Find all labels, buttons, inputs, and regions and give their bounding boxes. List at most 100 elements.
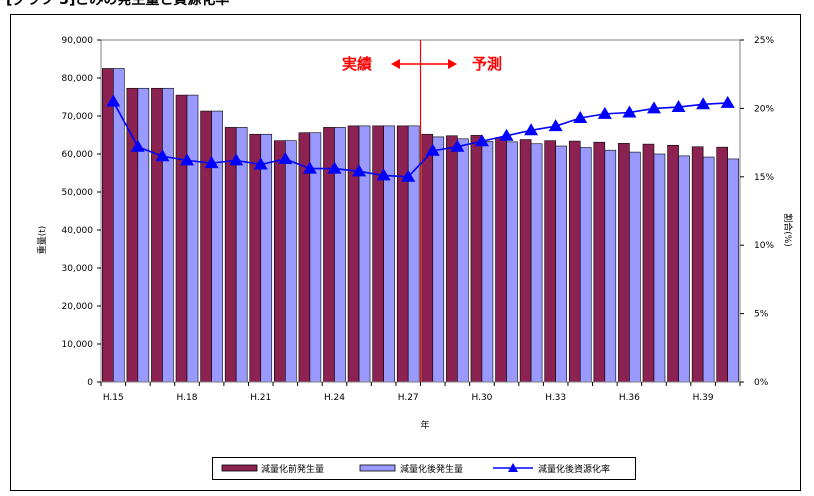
legend-label-after: 減量化後発生量 <box>400 463 463 475</box>
rate-marker-H.26 <box>376 168 391 181</box>
bar-after-H.36 <box>629 151 641 383</box>
bar-before-H.35 <box>593 141 606 383</box>
bar-before-H.20 <box>224 127 237 383</box>
rate-marker-H.33 <box>548 119 563 132</box>
x-tick-label: H.39 <box>693 393 714 403</box>
rate-marker-H.19 <box>204 156 219 169</box>
y-tick-label: 70,000 <box>62 112 94 122</box>
bar-after-H.15 <box>112 68 125 383</box>
rate-marker-H.28 <box>425 143 440 156</box>
x-tick-label: H.30 <box>471 393 492 403</box>
bar-after-H.34 <box>579 147 592 383</box>
legend-label-before: 減量化前発生量 <box>261 463 324 475</box>
bar-after-H.35 <box>604 149 617 383</box>
rate-marker-H.36 <box>622 105 637 118</box>
legend: 減量化前発生量 減量化後発生量 減量化後資源化率 <box>212 457 636 480</box>
bar-before-H.36 <box>618 143 630 383</box>
rate-marker-H.37 <box>646 101 661 114</box>
legend-box <box>212 457 636 480</box>
bar-before-H.15 <box>101 68 114 383</box>
bar-before-H.27 <box>396 125 409 383</box>
rate-marker-H.25 <box>352 164 367 177</box>
bar-after-H.16 <box>137 87 150 383</box>
annotation-arrow <box>391 59 457 69</box>
bar-after-H.40 <box>727 158 740 383</box>
bar-after-H.31 <box>506 141 518 383</box>
bar-before-H.31 <box>495 137 507 383</box>
bar-after-H.22 <box>285 140 297 383</box>
annotation-forecast: 予測 <box>472 55 502 73</box>
bar-before-H.26 <box>372 125 384 383</box>
bar-after-H.30 <box>481 141 494 383</box>
y-tick-label: 0 <box>87 378 93 388</box>
y-tick-label: 20,000 <box>62 302 94 312</box>
bar-before-H.28 <box>421 133 434 383</box>
y-tick-label: 90,000 <box>62 36 94 46</box>
bar-after-H.32 <box>530 143 543 383</box>
bar-after-H.37 <box>653 153 666 383</box>
y2-tick-label: 20% <box>754 104 774 114</box>
bar-before-H.32 <box>519 139 532 383</box>
bar-before-H.33 <box>544 140 556 383</box>
bar-after-H.19 <box>211 110 223 383</box>
bar-before-H.17 <box>151 87 163 383</box>
bar-after-H.29 <box>457 138 469 383</box>
y-tick-label: 50,000 <box>62 188 94 198</box>
x-tick-label: H.15 <box>103 393 124 403</box>
rate-marker-H.32 <box>524 123 539 136</box>
rate-marker-H.23 <box>302 161 317 174</box>
bar-before-H.18 <box>175 94 188 383</box>
x-tick-label: H.36 <box>619 393 640 403</box>
rate-marker-H.18 <box>180 153 195 166</box>
bar-after-H.39 <box>702 156 715 383</box>
plot-area: 0 10,000 20,000 30,000 40,000 50,000 60,000 70,… <box>62 36 775 403</box>
rate-marker-H.29 <box>450 139 465 152</box>
bar-after-H.20 <box>235 127 248 383</box>
rate-marker-H.38 <box>671 100 686 113</box>
rate-marker-H.27 <box>401 169 416 182</box>
x-tick-label: H.33 <box>545 393 566 403</box>
x-tick-label: H.21 <box>250 393 271 403</box>
x-axis-title: 年 <box>420 419 429 431</box>
bar-after-H.26 <box>383 125 395 383</box>
page-heading: [グラフ 3]ごみの発生量と資源化率 <box>6 0 229 8</box>
bar-before-H.16 <box>126 87 139 383</box>
rate-marker-H.20 <box>229 153 244 166</box>
bar-before-H.39 <box>691 146 704 383</box>
y2-tick-label: 5% <box>754 310 769 320</box>
bar-after-H.38 <box>678 155 690 383</box>
y-tick-label: 10,000 <box>62 340 94 350</box>
bar-after-H.17 <box>162 87 174 383</box>
bar-before-H.40 <box>716 146 729 383</box>
y2-tick-label: 10% <box>754 241 774 251</box>
bar-before-H.29 <box>446 135 458 383</box>
bar-after-H.21 <box>260 133 273 383</box>
rate-marker-H.24 <box>327 161 342 174</box>
y2-axis-title: 割合(%) <box>782 213 794 247</box>
y-tick-label: 30,000 <box>62 264 94 274</box>
y2-tick-label: 25% <box>754 36 774 46</box>
rate-marker-H.15 <box>106 94 121 107</box>
x-tick-label: H.27 <box>398 393 419 403</box>
y-tick-label: 60,000 <box>62 150 94 160</box>
y2-tick-label: 15% <box>754 173 774 183</box>
legend-swatch-before <box>221 464 258 472</box>
y-axis-title: 重量(t) <box>36 226 48 255</box>
bar-after-H.33 <box>555 145 567 383</box>
bar-before-H.21 <box>249 133 262 383</box>
rate-marker-H.21 <box>253 157 268 170</box>
y2-tick-label: 0% <box>754 378 769 388</box>
rate-marker-H.39 <box>696 97 711 110</box>
rate-marker-H.40 <box>720 95 735 108</box>
bar-after-H.18 <box>186 94 199 383</box>
annotation-actual: 実績 <box>342 55 372 73</box>
bar-after-H.27 <box>407 125 420 383</box>
legend-swatch-rate-marker <box>508 463 518 472</box>
rate-marker-H.22 <box>278 152 293 165</box>
rate-marker-H.31 <box>499 128 514 141</box>
rate-marker-H.34 <box>573 110 588 123</box>
y-tick-label: 40,000 <box>62 226 94 236</box>
rate-marker-H.17 <box>155 149 170 162</box>
